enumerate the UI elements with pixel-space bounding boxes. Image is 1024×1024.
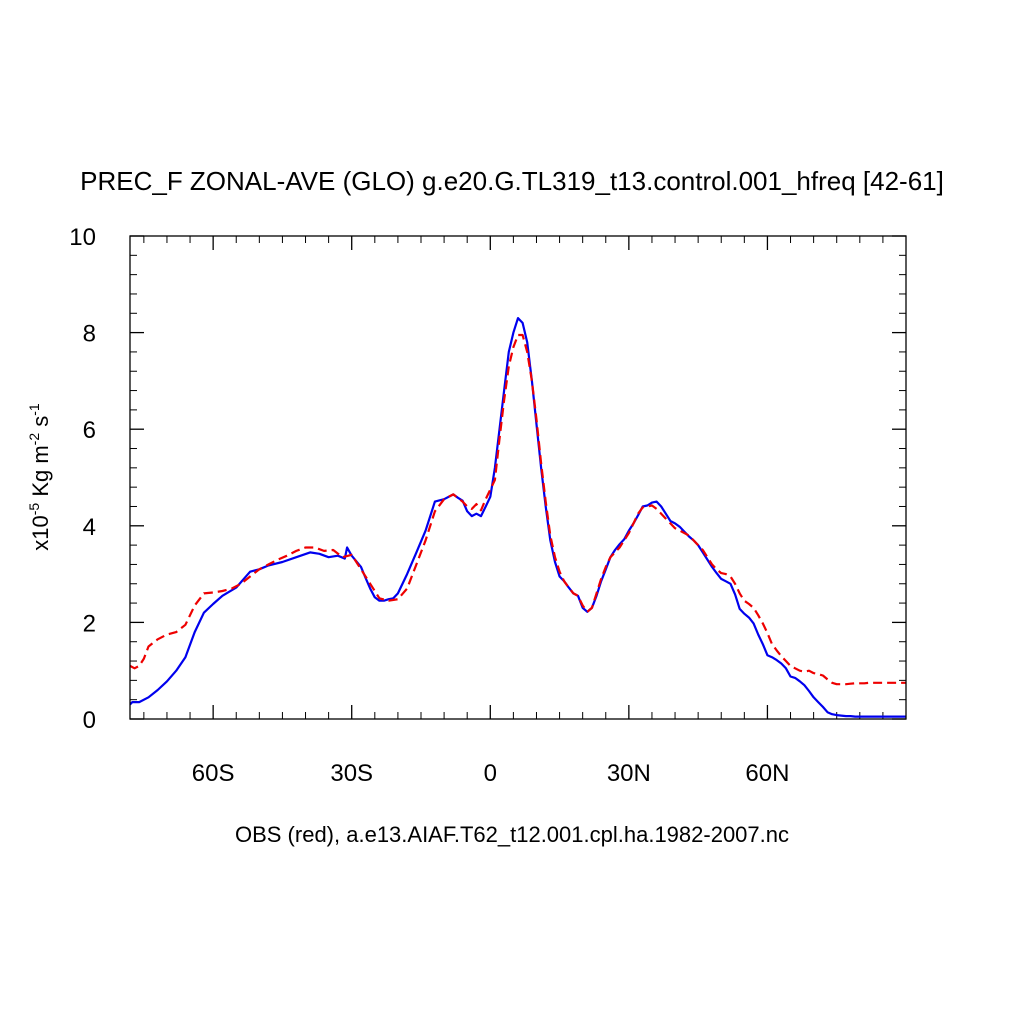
y-tick-label: 10 [69, 224, 96, 251]
chart-title: PREC_F ZONAL-AVE (GLO) g.e20.G.TL319_t13… [80, 166, 944, 196]
y-tick-label: 0 [83, 707, 96, 734]
plot-frame [129, 235, 907, 720]
y-tick-label: 8 [83, 321, 96, 348]
y-tick-label: 2 [83, 610, 96, 637]
x-tick-label: 30S [330, 760, 373, 787]
chart-subtitle: OBS (red), a.e13.AIAF.T62_t12.001.cpl.ha… [234, 822, 790, 847]
model-series-line [130, 317, 906, 718]
obs-series-line [130, 333, 906, 686]
x-tick-label: 60S [192, 760, 235, 787]
x-tick-label: 30N [607, 760, 651, 787]
y-tick-label: 6 [83, 417, 96, 444]
y-tick-label: 4 [83, 514, 96, 541]
x-tick-label: 0 [484, 760, 497, 787]
x-tick-label: 60N [745, 760, 789, 787]
